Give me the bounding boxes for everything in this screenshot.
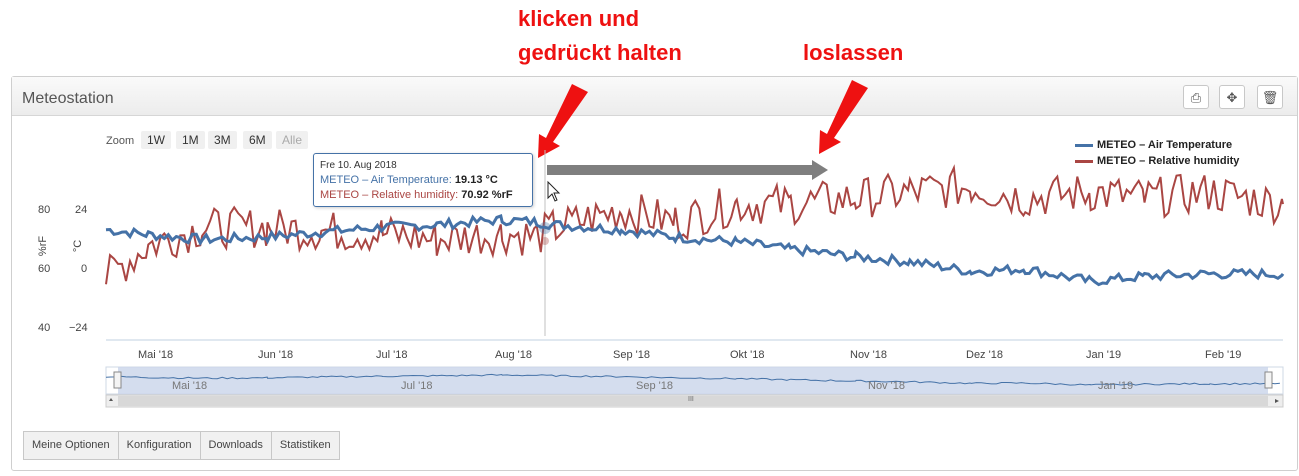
arrow-release-icon bbox=[819, 80, 868, 154]
tab-statistiken[interactable]: Statistiken bbox=[270, 431, 340, 460]
temperature-series-line[interactable] bbox=[105, 214, 1285, 287]
navigator-month-label: Nov '18 bbox=[868, 380, 905, 392]
panel-title: Meteostation bbox=[22, 90, 114, 107]
legend-label: METEO – Air Temperature bbox=[1097, 139, 1233, 151]
humidity-tick-40: 40 bbox=[38, 322, 51, 334]
tooltip-date: Fre 10. Aug 2018 bbox=[320, 160, 397, 171]
humidity-axis-title: %rF bbox=[37, 235, 50, 257]
drag-arrow-icon bbox=[547, 160, 828, 180]
month-label: Feb '19 bbox=[1205, 349, 1242, 361]
humidity-series-line[interactable] bbox=[105, 164, 1284, 285]
zoom-all-button[interactable]: Alle bbox=[276, 131, 309, 149]
month-label: Nov '18 bbox=[850, 349, 887, 361]
tooltip-humidity-row: METEO – Relative humidity: 70.92 %rF bbox=[320, 189, 513, 201]
scrollbar-thumb[interactable] bbox=[118, 396, 1268, 406]
humidity-tick-80: 80 bbox=[38, 204, 51, 216]
mouse-cursor-icon bbox=[547, 180, 561, 202]
month-label: Aug '18 bbox=[495, 349, 532, 361]
month-label: Jun '18 bbox=[258, 349, 294, 361]
scroll-right-icon[interactable] bbox=[1275, 399, 1279, 403]
trash-icon: 🗑 bbox=[1261, 90, 1279, 105]
humidity-swatch-icon bbox=[1075, 159, 1093, 163]
tooltip-hum-value: 70.92 %rF bbox=[461, 189, 513, 201]
navigator-month-label: Jul '18 bbox=[401, 380, 433, 392]
tab-meine-optionen[interactable]: Meine Optionen bbox=[23, 431, 119, 460]
scroll-left-icon[interactable] bbox=[109, 398, 113, 401]
legend-label: METEO – Relative humidity bbox=[1097, 155, 1240, 167]
temp-hover-marker bbox=[539, 222, 551, 234]
print-icon: ⎙ bbox=[1190, 90, 1202, 105]
humidity-tick-60: 60 bbox=[38, 263, 51, 275]
annotation-press: klicken und bbox=[518, 6, 640, 31]
zoom-label: Zoom bbox=[106, 135, 135, 147]
zoom-6m-button[interactable]: 6M bbox=[243, 131, 272, 149]
arrow-press-icon bbox=[538, 84, 588, 158]
month-label: Jan '19 bbox=[1086, 349, 1122, 361]
navigator-handle-left[interactable] bbox=[113, 371, 122, 389]
temp-tick-24: 24 bbox=[75, 204, 88, 216]
zoom-1w-button[interactable]: 1W bbox=[141, 131, 171, 149]
temp-axis-title: °C bbox=[72, 239, 85, 253]
navigator-month-label: Jan '19 bbox=[1098, 380, 1134, 392]
scroll-grip[interactable]: III bbox=[688, 396, 694, 403]
legend-item-humidity[interactable]: METEO – Relative humidity bbox=[1075, 155, 1239, 167]
temp-tick-0: 0 bbox=[81, 263, 88, 275]
navigator-handle-right[interactable] bbox=[1264, 371, 1273, 389]
move-icon: ✥ bbox=[1226, 90, 1238, 105]
legend-item-temperature[interactable]: METEO – Air Temperature bbox=[1075, 139, 1232, 151]
zoom-3m-button[interactable]: 3M bbox=[208, 131, 237, 149]
print-button[interactable]: ⎙ bbox=[1183, 85, 1209, 109]
delete-button[interactable]: 🗑 bbox=[1257, 85, 1283, 109]
month-label: Jul '18 bbox=[376, 349, 408, 361]
move-button[interactable]: ✥ bbox=[1219, 85, 1245, 109]
tooltip-temp-label: METEO – Air Temperature: bbox=[320, 174, 452, 186]
annotation-hold: gedrückt halten bbox=[518, 40, 682, 65]
navigator-series-line bbox=[105, 373, 1280, 386]
tooltip-temperature-row: METEO – Air Temperature: 19.13 °C bbox=[320, 174, 498, 186]
tooltip-hum-label: METEO – Relative humidity: bbox=[320, 189, 459, 201]
chart-tooltip: Fre 10. Aug 2018 METEO – Air Temperature… bbox=[313, 153, 533, 207]
temp-tick-minus24: −24 bbox=[69, 322, 88, 334]
month-label: Mai '18 bbox=[138, 349, 174, 361]
bottom-tab-bar: Meine Optionen Konfiguration Downloads S… bbox=[23, 431, 340, 460]
tab-downloads[interactable]: Downloads bbox=[199, 431, 272, 460]
month-label: Dez '18 bbox=[966, 349, 1003, 361]
navigator-month-label: Sep '18 bbox=[636, 380, 673, 392]
tab-konfiguration[interactable]: Konfiguration bbox=[117, 431, 201, 460]
zoom-1m-button[interactable]: 1M bbox=[176, 131, 205, 149]
month-label: Sep '18 bbox=[613, 349, 650, 361]
temperature-swatch-icon bbox=[1075, 143, 1093, 147]
navigator-selection[interactable] bbox=[118, 367, 1268, 394]
navigator-month-label: Mai '18 bbox=[172, 380, 208, 392]
tooltip-temp-value: 19.13 °C bbox=[454, 174, 498, 186]
hum-hover-marker bbox=[541, 237, 549, 245]
annotation-release: loslassen bbox=[803, 40, 904, 65]
month-label: Okt '18 bbox=[730, 349, 765, 361]
panel-header: Meteostation ⎙ ✥ 🗑 bbox=[12, 77, 1297, 116]
